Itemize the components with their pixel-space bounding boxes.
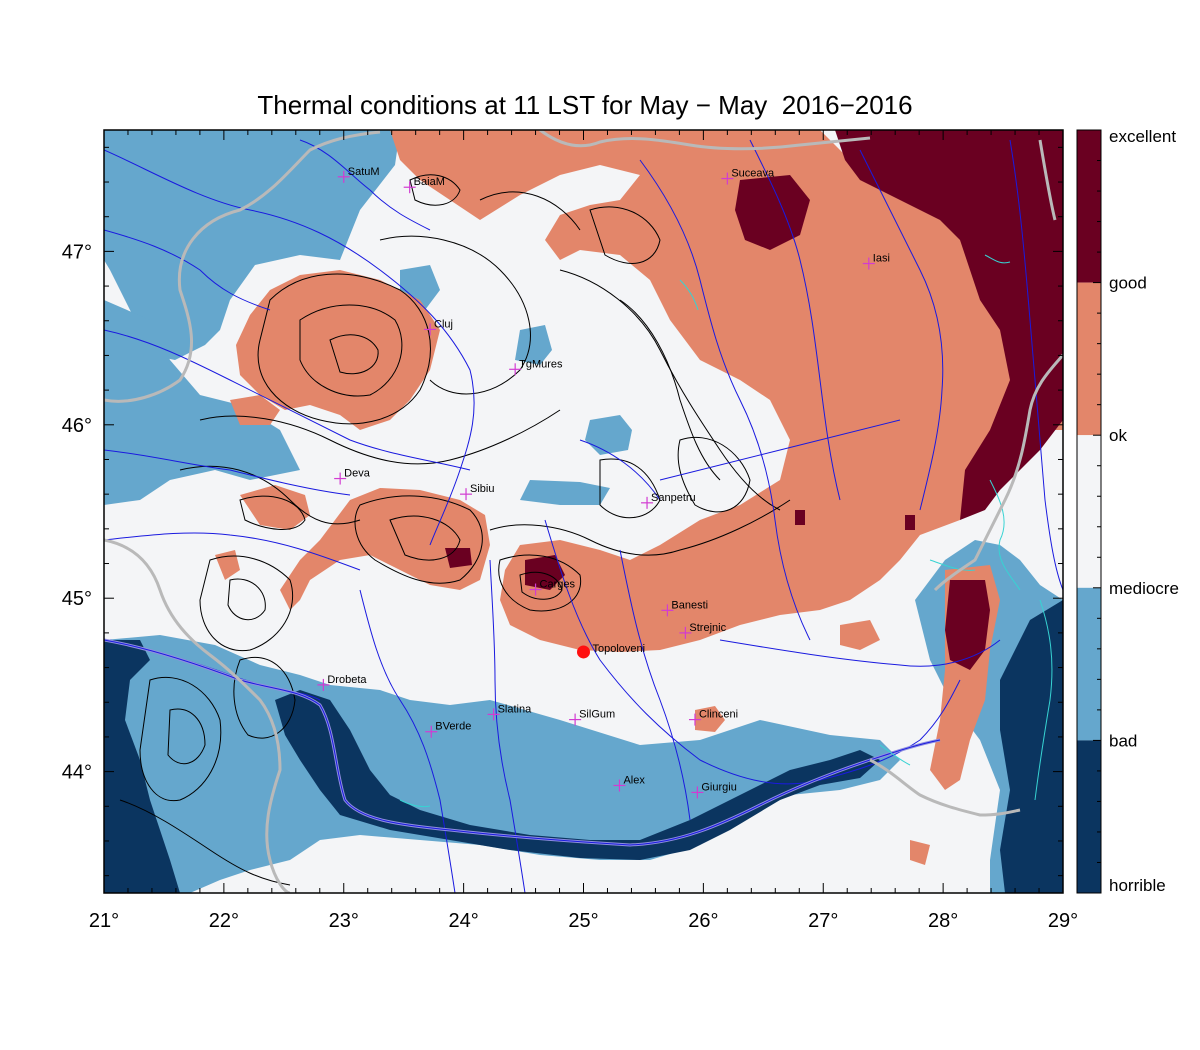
city-tgmures: TgMures [509, 358, 563, 376]
colorbar-label: horrible [1109, 876, 1166, 895]
ok-region-east [390, 130, 1063, 652]
city-iasi: Iasi [862, 253, 890, 270]
site-marker-icon [577, 645, 590, 659]
city-label: Strejnic [689, 622, 726, 634]
city-label: Deva [344, 468, 371, 480]
city-cluj: Cluj [424, 318, 453, 336]
y-tick-label: 44° [62, 762, 92, 784]
country-borders [104, 130, 1063, 893]
ok-region-west-hills [236, 270, 440, 430]
city-label: BaiaM [414, 176, 445, 188]
city-baiam: BaiaM [403, 176, 445, 194]
city-label: BVerde [435, 721, 471, 733]
terrain-contours [119, 174, 791, 886]
x-tick-label: 25° [568, 910, 598, 932]
bad-region-northwest [104, 300, 300, 505]
axis-ticks: 21° 22° 23° 24° 25° 26° 27° 28° 29° 47° 46° 45° 44° [62, 130, 1078, 932]
y-tick-label: 46° [62, 415, 92, 437]
lakes [399, 254, 1053, 808]
city-label: Giurgiu [701, 781, 736, 793]
city-label: TgMures [519, 358, 563, 370]
x-tick-label: 27° [808, 910, 838, 932]
good-region-northeast [835, 130, 1063, 520]
bad-region-small-4 [520, 480, 610, 505]
city-label: SilGum [579, 709, 615, 721]
x-tick-label: 22° [209, 910, 239, 932]
city-label: SatuM [348, 166, 380, 178]
city-suceava: Suceava [721, 168, 775, 185]
ok-region-clinceni [695, 706, 725, 732]
colorbar-band-horrible [1077, 740, 1101, 893]
city-label: Alex [623, 774, 645, 786]
city-label: Clinceni [699, 709, 738, 721]
city-label: Suceava [731, 168, 775, 180]
horrible-region-east [1000, 600, 1063, 893]
map-plot-area [104, 130, 1063, 893]
colorbar-label: excellent [1109, 127, 1176, 146]
city-label: Cluj [434, 318, 453, 330]
city-strejnic: Strejnic [679, 622, 727, 639]
colorbar-band-good [1077, 130, 1101, 283]
colorbar-label: ok [1109, 426, 1127, 445]
colorbar-frame [1076, 129, 1102, 894]
city-carges: Carges [529, 579, 576, 596]
colorbar-band-ok [1077, 282, 1101, 436]
ok-region-carpathians [215, 395, 490, 610]
city-clinceni: Clinceni [688, 709, 738, 726]
x-tick-label: 21° [89, 910, 119, 932]
city-deva: Deva [334, 468, 371, 485]
city-giurgiu: Giurgiu [691, 781, 737, 799]
x-tick-label: 26° [688, 910, 718, 932]
rivers [104, 139, 1063, 893]
city-label: Sanpetru [651, 492, 696, 504]
horrible-region-southwest [104, 640, 180, 893]
colorbar: excellent good ok mediocre bad horrible [1076, 127, 1179, 895]
colorbar-band-mediocre [1077, 435, 1101, 588]
city-label: Carges [540, 579, 576, 591]
city-bverde: BVerde [425, 721, 471, 738]
site-marker-topoloveni: Topoloveni [577, 643, 645, 659]
city-sibiu: Sibiu [460, 483, 494, 501]
x-tick-label: 29° [1048, 910, 1078, 932]
city-slatina: Slatina [487, 703, 533, 721]
bad-region-small-2 [515, 325, 552, 365]
colorbar-band-bad [1077, 587, 1101, 741]
bad-region-west [104, 130, 400, 360]
good-region-southeast [945, 580, 990, 670]
colorbar-label: mediocre [1109, 579, 1179, 598]
colorbar-label: bad [1109, 731, 1137, 750]
city-label: Slatina [498, 703, 533, 715]
x-tick-label: 23° [329, 910, 359, 932]
good-region-carges [445, 548, 565, 590]
city-satum: SatuM [337, 166, 380, 183]
city-banesti: Banesti [661, 599, 708, 617]
horrible-region-danube [275, 690, 880, 860]
city-silgum: SilGum [569, 709, 615, 726]
city-sanpetru: Sanpetru [641, 492, 696, 509]
danube-river-inner [104, 639, 941, 846]
city-markers: SatuM BaiaM Suceava Iasi Cluj TgMures Deva Sibi… [317, 166, 890, 799]
x-tick-label: 28° [928, 910, 958, 932]
site-marker-label: Topoloveni [593, 643, 646, 655]
colorbar-label: good [1109, 274, 1147, 293]
city-label: Iasi [873, 253, 890, 265]
bad-region-small-1 [585, 415, 632, 455]
x-tick-label: 24° [449, 910, 479, 932]
city-label: Drobeta [327, 674, 367, 686]
y-tick-label: 47° [62, 241, 92, 263]
map-title: Thermal conditions at 11 LST for May − M… [257, 90, 913, 120]
city-label: Banesti [671, 599, 708, 611]
city-label: Sibiu [470, 483, 494, 495]
y-tick-label: 45° [62, 588, 92, 610]
city-drobeta: Drobeta [317, 674, 367, 691]
city-alex: Alex [613, 774, 645, 792]
